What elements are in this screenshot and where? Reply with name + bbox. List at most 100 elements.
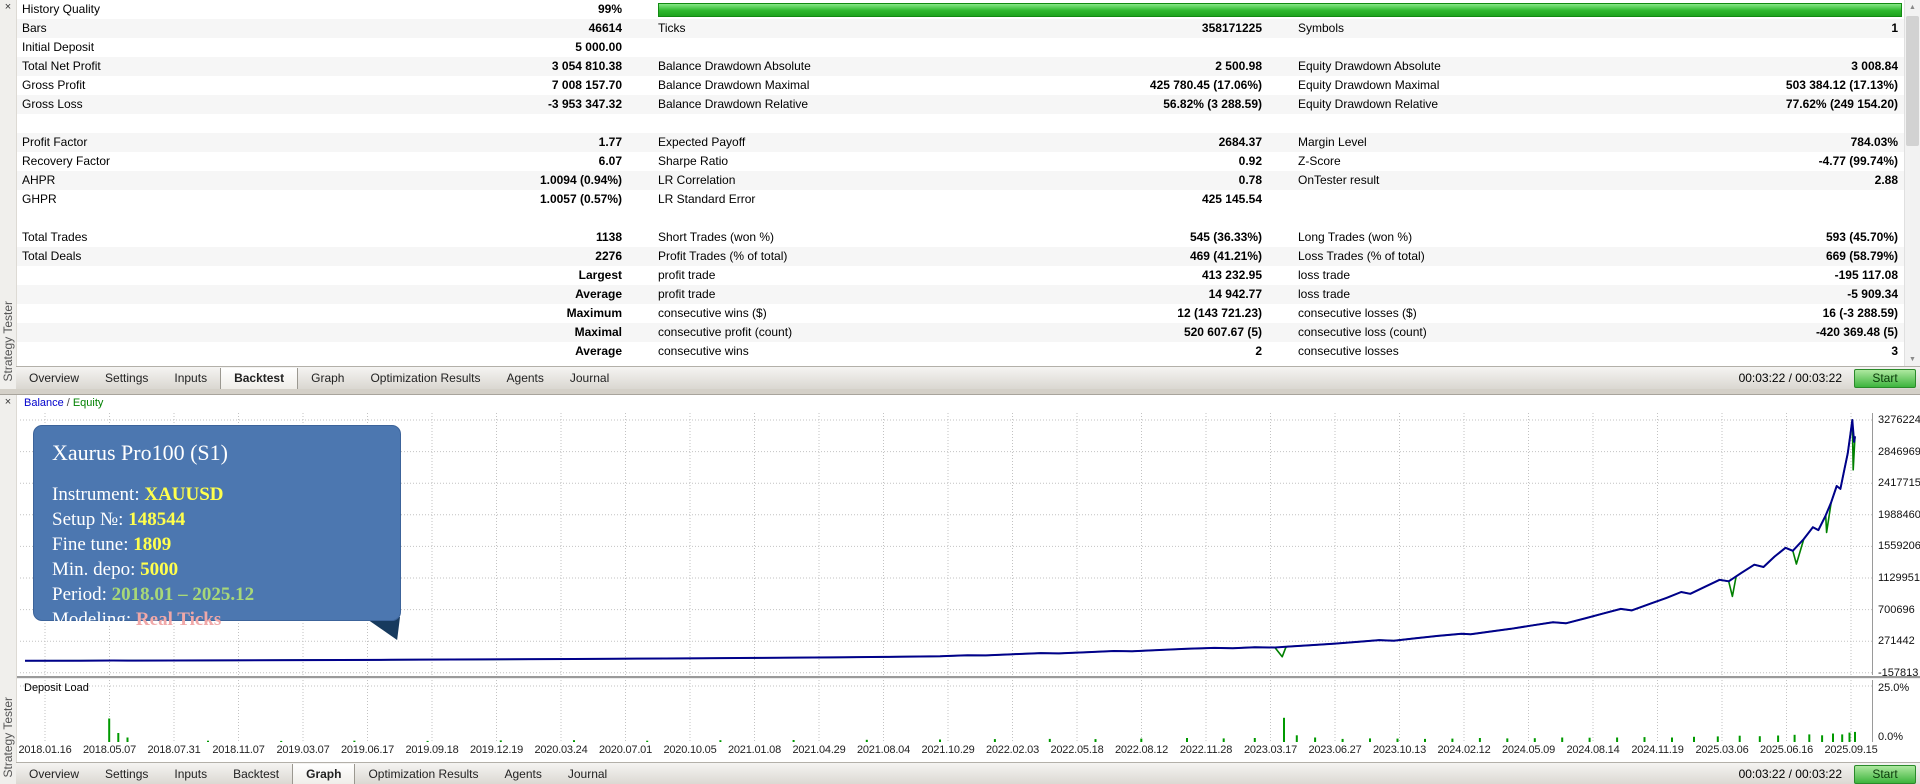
report-value: 469 (41.21%) [1189,249,1262,263]
report-value: 3 008.84 [1851,59,1898,73]
start-button[interactable]: Start [1854,368,1916,388]
tab-settings[interactable]: Settings [105,370,149,385]
tab-backtest[interactable]: Backtest [233,766,280,781]
report-label: Sharpe Ratio [658,154,729,168]
deposit-load-bar [573,740,575,742]
tab-optimization-results[interactable]: Optimization Results [370,370,481,385]
info-label: Fine tune: [52,534,134,555]
report-value: Average [575,344,622,358]
deposit-load-bar [1848,732,1851,742]
report-value: 593 (45.70%) [1825,230,1898,244]
test-time: 00:03:22 / 00:03:22 [1738,371,1842,385]
report-value: 1.0094 (0.94%) [539,173,622,187]
tab-journal[interactable]: Journal [569,370,610,385]
tab-optimization-results[interactable]: Optimization Results [368,766,479,781]
deposit-load-bar [1253,738,1256,742]
deposit-load-bar [1793,734,1796,742]
report-label: Total Deals [22,249,82,263]
report-value: 3 [1891,344,1898,358]
strategy-info-line: Min. depo: 5000 [52,557,390,582]
report-row: Total Deals 2276 Profit Trades (% of total… [16,247,1905,266]
info-label: Modeling: [52,609,136,630]
report-value: Largest [578,268,622,282]
x-axis-tick-label: 2023.10.13 [1372,744,1427,756]
tab-graph[interactable]: Graph [311,370,345,385]
deposit-load-bar [1561,737,1564,742]
graph-area: Balance / Equity 3276224 2846969 2417715 1988… [16,395,1920,763]
tab-inputs[interactable]: Inputs [174,766,208,781]
tab-graph[interactable]: Graph [292,763,356,784]
deposit-load-bar [1738,735,1741,742]
report-value: Maximal [574,325,622,339]
x-axis-tick-label: 2018.11.07 [212,744,265,756]
panel-side-strip: × Strategy Tester [0,395,17,784]
tab-overview[interactable]: Overview [29,766,80,781]
report-value: 5 000.00 [575,40,622,54]
report-label: Gross Profit [22,78,86,92]
report-value: Average [575,287,622,301]
report-value: 2.88 [1874,173,1898,187]
deposit-load-bar [939,739,941,742]
scroll-up-icon[interactable]: ▲ [1909,4,1916,11]
tab-overview[interactable]: Overview [29,370,80,385]
tab-agents[interactable]: Agents [506,370,544,385]
deposit-load-bar [719,740,722,742]
deposit-load-bar [1369,738,1371,742]
report-label: OnTester result [1298,173,1380,187]
tab-agents[interactable]: Agents [504,766,542,781]
report-label: Long Trades (won %) [1298,230,1413,244]
report-value: -195 117.08 [1834,268,1898,282]
deposit-load-bar [1533,738,1536,742]
report-value: 12 (143 721.23) [1177,306,1262,320]
x-axis-tick-label: 2022.05.18 [1050,744,1104,756]
deposit-load-bar [1506,738,1509,742]
x-axis-tick-label: 2019.03.07 [276,744,330,756]
report-label: consecutive losses [1298,344,1399,358]
start-button[interactable]: Start [1854,764,1916,784]
close-icon[interactable]: × [4,1,12,13]
deposit-load-bar [499,740,502,742]
deposit-load-bar [1396,738,1399,742]
report-row: Maximal consecutive profit (count) 520 607… [16,323,1905,342]
report-label: Margin Level [1298,135,1367,149]
test-time: 00:03:22 / 00:03:22 [1738,767,1842,781]
report-label: Balance Drawdown Maximal [658,78,810,92]
report-value: 77.62% (249 154.20) [1785,97,1898,111]
x-axis-tick-label: 2022.11.28 [1179,744,1233,756]
report-row: Gross Profit 7 008 157.70 Balance Drawdown… [16,76,1905,95]
info-value: 5000 [140,559,179,580]
deposit-load-chart[interactable] [20,680,1873,742]
report-value: 0.78 [1238,173,1262,187]
chart-section-divider[interactable] [16,676,1920,679]
x-axis-tick-label: 2018.05.07 [82,744,137,756]
deposit-load-bar [1671,737,1673,742]
report-row: Average profit trade 14 942.77 loss trade -5… [16,285,1905,304]
backtest-panel: × Strategy Tester History Quality 99% Bars… [0,0,1920,389]
report-value: 56.82% (3 288.59) [1163,97,1262,111]
report-value: 14 942.77 [1208,287,1262,301]
report-scrollbar[interactable]: ▲ ▼ [1904,0,1920,367]
report-row: AHPR 1.0094 (0.94%) LR Correlation 0.78 OnTe… [16,171,1905,190]
balance-line [24,419,1856,662]
x-axis-labels: 2018.01.16 2018.05.07 2018.07.31 2018.11.07… [18,744,1880,758]
y-axis-labels: 3276224 2846969 2417715 1988460 1559206 11299… [1874,413,1920,679]
balance-equity-chart[interactable] [20,413,1873,675]
scroll-thumb[interactable] [1906,16,1919,146]
panel-side-strip: × Strategy Tester [0,0,17,389]
report-value: Maximum [566,306,622,320]
tab-settings[interactable]: Settings [105,766,149,781]
report-label: Z-Score [1298,154,1341,168]
scroll-down-icon[interactable]: ▼ [1909,356,1916,363]
close-icon[interactable]: × [4,396,12,408]
report-label: Initial Deposit [22,40,95,54]
deposit-load-bar [1832,733,1834,742]
report-label: loss trade [1298,268,1351,282]
strategy-info-box: Xaurus Pro100 (S1) Instrument: XAUUSD Set… [33,425,401,630]
report-value: 425 780.45 (17.06%) [1149,78,1262,92]
tab-journal[interactable]: Journal [567,766,608,781]
strategy-info-line: Setup №: 148544 [52,507,390,532]
tab-inputs[interactable]: Inputs [174,370,208,385]
report-row: GHPR 1.0057 (0.57%) LR Standard Error 425 1… [16,190,1905,209]
tab-backtest[interactable]: Backtest [220,367,299,389]
report-value: 46614 [588,21,622,35]
